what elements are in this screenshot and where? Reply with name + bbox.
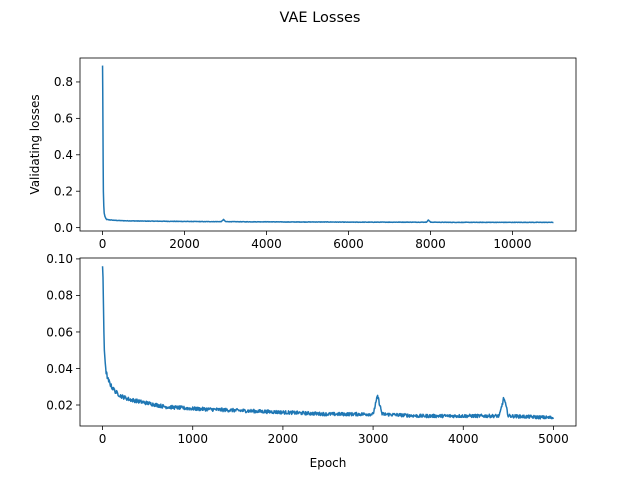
y-axis-label: Validating losses [28,94,42,194]
suptitle: VAE Losses [280,10,361,26]
x-tick-label: 3000 [358,432,389,446]
y-tick-label: 0.6 [54,112,73,126]
x-tick-label: 4000 [448,432,479,446]
x-tick-label: 5000 [538,432,569,446]
y-tick-label: 0.2 [54,185,73,199]
x-tick-label: 0 [99,237,107,251]
y-tick-label: 0.10 [46,252,73,266]
x-tick-label: 4000 [251,237,282,251]
y-tick-label: 0.02 [46,398,73,412]
y-tick-label: 0.06 [46,325,73,339]
x-tick-label: 8000 [415,237,446,251]
x-tick-label: 10000 [493,237,531,251]
bottom-axes: 0 1000 2000 3000 4000 5000 0.02 0.04 0.06 0.08 0.1… [46,252,577,470]
axes-frame [79,57,577,232]
x-axis-label: Epoch [310,456,347,470]
top-axes: 0 2000 4000 6000 8000 10000 0.0 0.2 0.4 0.6 0.8 Val… [28,57,577,251]
y-tick-label: 0.04 [46,362,73,376]
y-tick-label: 0.08 [46,289,73,303]
y-tick-label: 0.4 [54,148,73,162]
axes-frame [79,257,577,427]
x-tick-label: 0 [99,432,107,446]
y-tick-label: 0.0 [54,221,73,235]
y-tick-label: 0.8 [54,75,73,89]
x-tick-label: 1000 [177,432,208,446]
x-tick-label: 6000 [333,237,364,251]
series-line-bottom [101,266,555,420]
x-tick-label: 2000 [169,237,200,251]
series-line-top [101,65,554,224]
x-tick-label: 2000 [268,432,299,446]
